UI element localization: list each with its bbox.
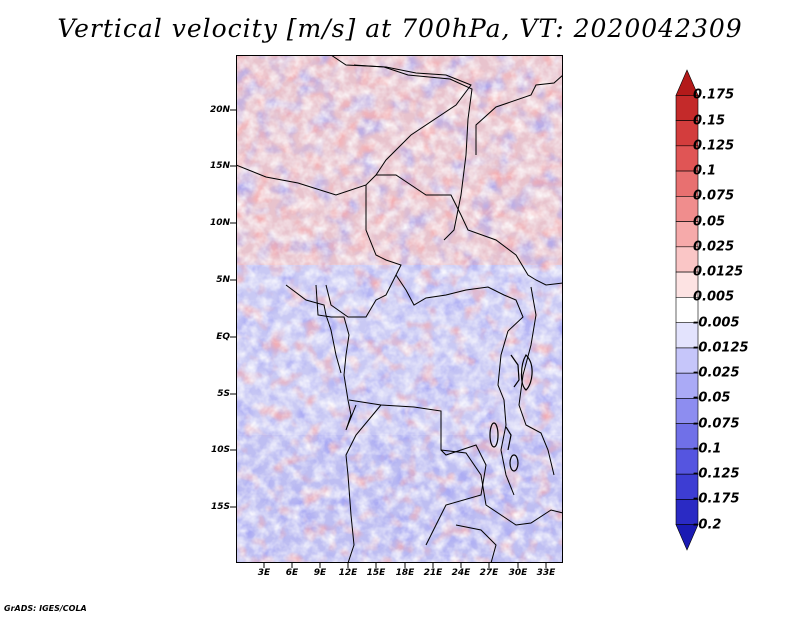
colorbar-label: -0.025 bbox=[693, 365, 740, 381]
lon-label-9E: 9E bbox=[313, 568, 327, 578]
colorbar-label: 0.05 bbox=[693, 214, 726, 230]
lon-label-30E: 30E bbox=[508, 568, 528, 578]
lat-label-10N: 10N bbox=[209, 218, 230, 228]
lat-label-15S: 15S bbox=[210, 502, 230, 512]
colorbar-label: 0.025 bbox=[693, 239, 735, 255]
colorbar-label: 0.0125 bbox=[693, 264, 744, 280]
lon-label-33E: 33E bbox=[536, 568, 556, 578]
colorbar-label: 0.005 bbox=[693, 289, 735, 305]
colorbar-label: 0.175 bbox=[693, 87, 735, 103]
colorbar-label: 0.15 bbox=[693, 113, 726, 129]
colorbar-label: -0.1 bbox=[693, 441, 722, 457]
colorbar-swatch bbox=[675, 524, 699, 551]
lon-label-3E: 3E bbox=[257, 568, 271, 578]
colorbar-label: -0.175 bbox=[693, 491, 740, 507]
colorbar-label: -0.125 bbox=[693, 466, 740, 482]
velocity-map bbox=[236, 55, 563, 563]
lon-label-15E: 15E bbox=[366, 568, 386, 578]
lakes bbox=[489, 354, 533, 472]
colorbar bbox=[675, 69, 699, 551]
lon-label-27E: 27E bbox=[479, 568, 499, 578]
colorbar-label: -0.0125 bbox=[693, 340, 749, 356]
lon-label-21E: 21E bbox=[423, 568, 443, 578]
country-borders bbox=[236, 55, 563, 563]
map-frame bbox=[236, 55, 563, 563]
chart-title: Vertical velocity [m/s] at 700hPa, VT: 2… bbox=[57, 14, 743, 43]
neutral-field bbox=[236, 55, 563, 563]
lon-label-12E: 12E bbox=[338, 568, 358, 578]
colorbar-label: -0.075 bbox=[693, 416, 740, 432]
lon-label-6E: 6E bbox=[285, 568, 299, 578]
lat-label-5N: 5N bbox=[216, 275, 230, 285]
grads-credit: GrADS: IGES/COLA bbox=[4, 604, 87, 613]
colorbar-label: -0.2 bbox=[693, 517, 722, 533]
colorbar-label: 0.1 bbox=[693, 163, 717, 179]
lat-label-20N: 20N bbox=[209, 105, 230, 115]
lat-label-EQ: EQ bbox=[216, 332, 230, 342]
colorbar-label: -0.05 bbox=[693, 390, 731, 406]
colorbar-label: 0.125 bbox=[693, 138, 735, 154]
lat-label-10S: 10S bbox=[210, 445, 230, 455]
colorbar-label: 0.075 bbox=[693, 188, 735, 204]
lon-label-18E: 18E bbox=[395, 568, 415, 578]
lat-label-15N: 15N bbox=[209, 161, 230, 171]
colorbar-label: -0.005 bbox=[693, 315, 740, 331]
lat-label-5S: 5S bbox=[217, 389, 230, 399]
lon-label-24E: 24E bbox=[451, 568, 471, 578]
map-canvas bbox=[236, 55, 563, 563]
